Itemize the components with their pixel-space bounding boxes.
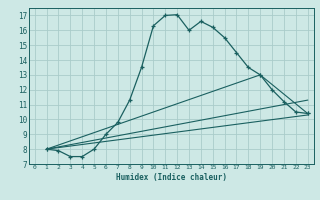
X-axis label: Humidex (Indice chaleur): Humidex (Indice chaleur) <box>116 173 227 182</box>
